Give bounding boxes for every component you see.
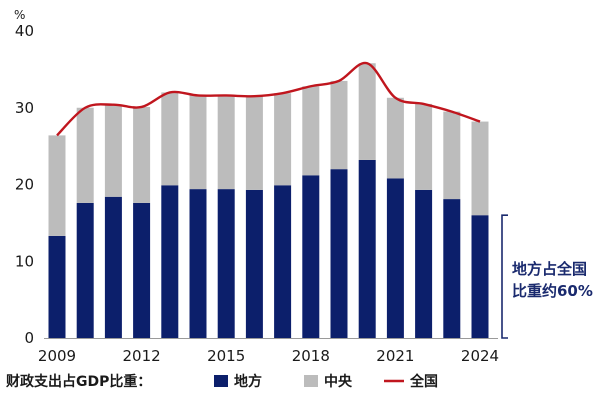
bar-central: [48, 135, 66, 236]
x-tick-label: 2021: [376, 347, 414, 365]
bar-central: [76, 107, 94, 203]
bar-central: [133, 106, 151, 203]
x-tick-label: 2018: [292, 347, 330, 365]
bar-local: [133, 202, 151, 338]
y-tick-label: 10: [15, 252, 34, 270]
legend-swatch-local: [214, 375, 228, 387]
bar-central: [161, 92, 179, 186]
bar-local: [76, 202, 94, 338]
legend-label-total: 全国: [409, 373, 438, 390]
bar-central: [386, 97, 404, 179]
y-tick-label: 40: [15, 22, 34, 40]
bar-local: [302, 175, 320, 338]
bar-local: [274, 185, 292, 338]
y-tick-label: 0: [24, 329, 34, 347]
y-tick-label: 30: [15, 99, 34, 117]
bar-central: [302, 86, 320, 176]
bar-local: [330, 169, 348, 338]
bar-central: [104, 104, 122, 197]
bar-local: [104, 196, 122, 338]
bar-central: [217, 95, 235, 190]
legend-swatch-central: [304, 375, 318, 387]
bar-local: [217, 189, 235, 338]
bar-local: [189, 189, 207, 338]
bar-central: [358, 63, 376, 160]
x-tick-label: 2012: [123, 347, 161, 365]
bar-local: [245, 189, 263, 338]
bar-central: [330, 80, 348, 170]
y-tick-label: 20: [15, 176, 34, 194]
legend-label-local: 地方: [234, 373, 262, 390]
bar-local: [161, 185, 179, 338]
bar-central: [245, 96, 263, 190]
bar-local: [471, 215, 489, 338]
bar-central: [415, 103, 433, 190]
bar-central: [443, 111, 461, 200]
bar-local: [48, 235, 66, 338]
bar-local: [358, 159, 376, 338]
bar-local: [386, 178, 404, 338]
bar-central: [471, 121, 489, 216]
bar-local: [415, 189, 433, 338]
bar-central: [274, 93, 292, 186]
line-total: [56, 61, 481, 137]
annotation-line-2: 比重约60%: [512, 282, 593, 300]
x-tick-label: 2015: [207, 347, 245, 365]
x-tick-label: 2024: [461, 347, 499, 365]
annotation-line-1: 地方占全国: [512, 260, 587, 278]
annotation-bracket: [501, 214, 508, 339]
legend-label-central: 中央: [324, 373, 353, 390]
legend-title: 财政支出占GDP比重：: [5, 373, 151, 390]
bar-central: [189, 95, 207, 190]
y-unit-label: %: [14, 8, 25, 22]
bar-local: [443, 199, 461, 338]
x-tick-label: 2009: [38, 347, 76, 365]
